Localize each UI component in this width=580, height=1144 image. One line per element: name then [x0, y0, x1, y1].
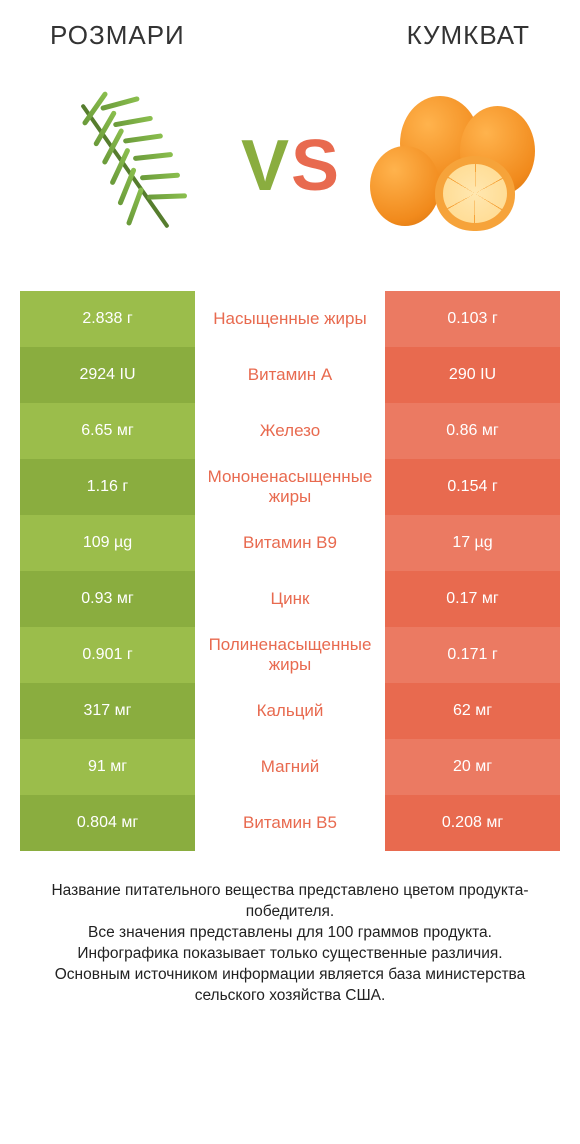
right-value: 20 мг — [385, 739, 560, 795]
rosemary-image — [30, 81, 220, 251]
table-row: 0.804 мгВитамин B50.208 мг — [20, 795, 560, 851]
nutrient-label: Магний — [195, 739, 385, 795]
left-value: 6.65 мг — [20, 403, 195, 459]
footer-notes: Название питательного вещества представл… — [0, 851, 580, 1007]
left-product-title: Розмари — [50, 20, 185, 51]
header: Розмари Кумкват — [0, 0, 580, 61]
comparison-table: 2.838 гНасыщенные жиры0.103 г2924 IUВита… — [20, 291, 560, 851]
nutrient-label: Полиненасыщенные жиры — [195, 627, 385, 683]
table-row: 6.65 мгЖелезо0.86 мг — [20, 403, 560, 459]
table-row: 2.838 гНасыщенные жиры0.103 г — [20, 291, 560, 347]
footer-line: Инфографика показывает только существенн… — [20, 944, 560, 965]
nutrient-label: Мононенасыщенные жиры — [195, 459, 385, 515]
table-row: 0.901 гПолиненасыщенные жиры0.171 г — [20, 627, 560, 683]
left-value: 0.804 мг — [20, 795, 195, 851]
right-value: 62 мг — [385, 683, 560, 739]
left-value: 109 µg — [20, 515, 195, 571]
footer-line: Основным источником информации является … — [20, 965, 560, 1007]
nutrient-label: Насыщенные жиры — [195, 291, 385, 347]
right-value: 0.103 г — [385, 291, 560, 347]
table-row: 317 мгКальций62 мг — [20, 683, 560, 739]
nutrient-label: Цинк — [195, 571, 385, 627]
table-row: 91 мгМагний20 мг — [20, 739, 560, 795]
right-value: 0.17 мг — [385, 571, 560, 627]
left-value: 317 мг — [20, 683, 195, 739]
right-value: 0.86 мг — [385, 403, 560, 459]
left-value: 0.93 мг — [20, 571, 195, 627]
vs-s: S — [291, 125, 339, 207]
nutrient-label: Витамин B9 — [195, 515, 385, 571]
left-value: 2.838 г — [20, 291, 195, 347]
footer-line: Название питательного вещества представл… — [20, 881, 560, 923]
right-value: 290 IU — [385, 347, 560, 403]
kumquat-image — [360, 81, 550, 251]
left-value: 91 мг — [20, 739, 195, 795]
right-value: 0.154 г — [385, 459, 560, 515]
vs-v: V — [241, 125, 289, 207]
right-value: 17 µg — [385, 515, 560, 571]
nutrient-label: Железо — [195, 403, 385, 459]
footer-line: Все значения представлены для 100 граммо… — [20, 923, 560, 944]
nutrient-label: Витамин B5 — [195, 795, 385, 851]
table-row: 1.16 гМононенасыщенные жиры0.154 г — [20, 459, 560, 515]
nutrient-label: Витамин A — [195, 347, 385, 403]
right-value: 0.171 г — [385, 627, 560, 683]
table-row: 0.93 мгЦинк0.17 мг — [20, 571, 560, 627]
right-product-title: Кумкват — [407, 20, 530, 51]
nutrient-label: Кальций — [195, 683, 385, 739]
left-value: 1.16 г — [20, 459, 195, 515]
left-value: 0.901 г — [20, 627, 195, 683]
left-value: 2924 IU — [20, 347, 195, 403]
right-value: 0.208 мг — [385, 795, 560, 851]
hero-row: VS — [0, 61, 580, 291]
table-row: 109 µgВитамин B917 µg — [20, 515, 560, 571]
table-row: 2924 IUВитамин A290 IU — [20, 347, 560, 403]
vs-label: VS — [241, 125, 339, 207]
